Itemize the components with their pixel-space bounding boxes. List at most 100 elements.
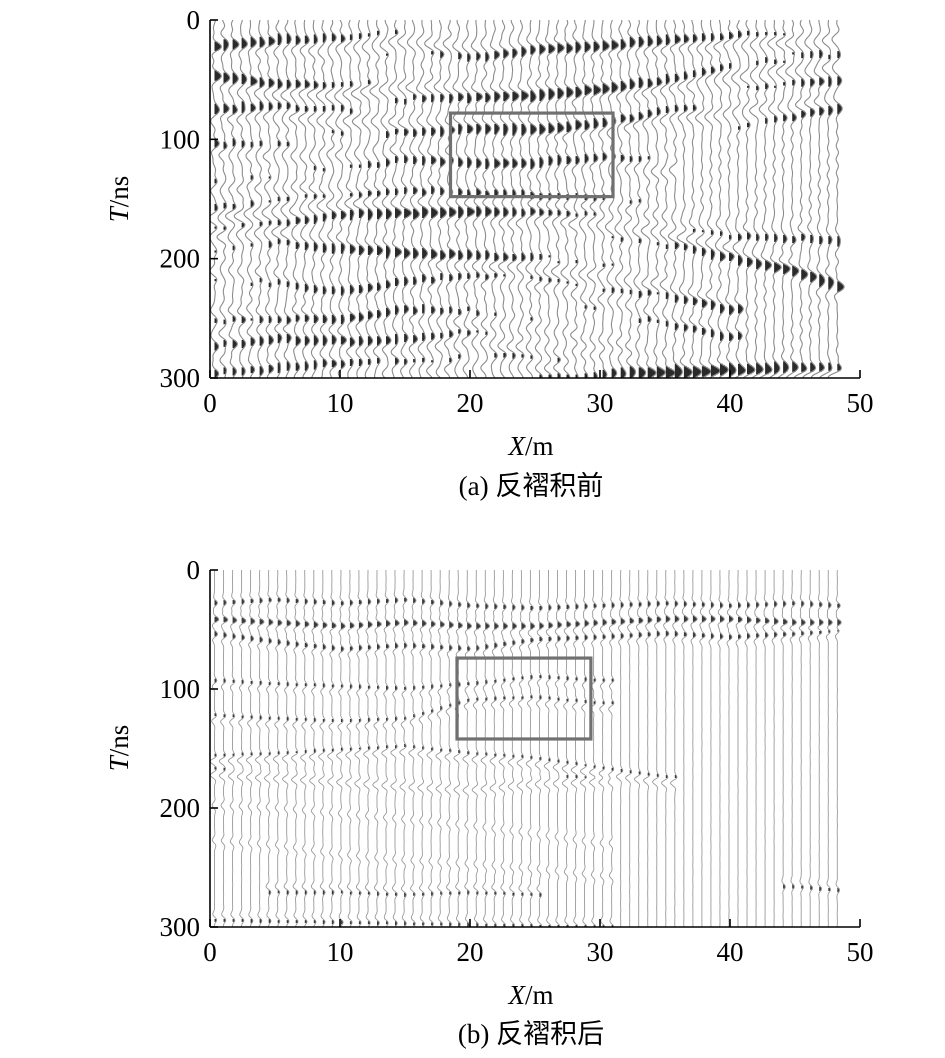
trace-fill [467, 602, 472, 927]
trace-fill [295, 598, 301, 924]
seismic-trace [640, 20, 657, 378]
trace-fill [701, 602, 707, 638]
trace-fill [566, 604, 571, 927]
trace-fill [422, 95, 429, 363]
seismic-trace [762, 570, 770, 927]
trace-fill [801, 52, 808, 372]
seismic-trace [426, 570, 436, 927]
seismic-trace [534, 20, 547, 378]
trace-fill [692, 34, 702, 378]
trace-fill [611, 602, 616, 927]
seismic-trace [471, 570, 482, 927]
seismic-trace [767, 20, 782, 378]
seismic-trace [816, 570, 824, 927]
seismic-trace [282, 570, 292, 927]
trace-fill [530, 606, 535, 927]
trace-fill [720, 602, 725, 639]
seismic-trace [327, 570, 337, 927]
seismic-trace [694, 20, 712, 378]
axes-b: 0 10 20 30 40 50 0 100 200 300 [160, 555, 874, 967]
x-tick-label: 20 [457, 388, 484, 418]
seismic-trace [819, 20, 835, 378]
seismic-trace [318, 570, 328, 927]
trace-fill [449, 601, 454, 927]
trace-fill [440, 51, 447, 339]
seismic-trace [360, 20, 374, 378]
y-tick-label: 200 [160, 793, 201, 823]
seismic-trace [642, 570, 653, 927]
trace-fill [647, 601, 653, 776]
trace-fill [214, 600, 219, 922]
seismic-trace [588, 570, 599, 927]
trace-fill [232, 600, 237, 922]
x-axis-title-a: X/m [507, 431, 553, 461]
seismic-trace [345, 570, 355, 927]
caption-b: (b) 反褶积后 [458, 1019, 604, 1049]
trace-fill [656, 601, 661, 777]
seismic-trace [271, 20, 284, 378]
trace-fill [259, 36, 265, 376]
trace-fill [557, 604, 562, 927]
seismic-trace [306, 20, 320, 378]
seismic-trace [739, 20, 756, 378]
seismic-trace [507, 570, 518, 927]
seismic-trace [506, 20, 520, 378]
seismic-trace [227, 570, 238, 927]
trace-fill [674, 34, 683, 378]
trace-fill [530, 45, 537, 359]
trace-fill [828, 54, 834, 371]
trace-fill [259, 597, 264, 924]
trace-fill [756, 602, 761, 638]
seismic-trace [784, 20, 800, 378]
trace-fill [349, 600, 355, 925]
trace-fill [548, 604, 553, 927]
seismic-trace [731, 20, 747, 378]
seismic-trace [369, 20, 384, 378]
seismic-trace [435, 570, 445, 927]
x-tick-label: 40 [717, 937, 744, 967]
y-tick-label: 200 [160, 244, 201, 274]
seismic-trace [625, 570, 635, 927]
seismic-trace [480, 20, 492, 378]
seismic-trace [497, 20, 510, 378]
seismic-trace [498, 570, 509, 927]
trace-fill [503, 604, 508, 927]
trace-fill [674, 601, 680, 778]
seismic-trace [686, 20, 702, 378]
trace-fill [340, 34, 347, 369]
trace-fill [810, 51, 817, 372]
seismic-trace [372, 570, 382, 927]
trace-fill [367, 598, 373, 925]
seismic-trace [570, 570, 581, 927]
seismic-trace [342, 20, 356, 378]
seismic-trace [802, 20, 818, 378]
seismic-trace [363, 570, 373, 927]
trace-fill [286, 597, 291, 924]
seismic-trace [586, 20, 602, 378]
seismic-trace [623, 20, 637, 378]
trace-fill [440, 600, 445, 926]
seismic-trace [758, 20, 773, 378]
trace-fill [223, 600, 228, 922]
panel-b: 0 10 20 30 40 50 0 100 200 300 T/ns X/m (b) 反褶积后 [104, 555, 874, 1049]
y-tick-label: 100 [160, 124, 201, 154]
plot-area-a [210, 20, 845, 378]
highlight-box-a [448, 111, 615, 199]
plot-area-b [210, 570, 842, 927]
trace-fill [783, 33, 791, 374]
trace-fill [837, 603, 842, 893]
seismic-trace [534, 570, 545, 927]
trace-fill [828, 602, 833, 891]
trace-fill [377, 598, 382, 926]
trace-fill [404, 597, 409, 926]
seismic-trace [735, 570, 743, 927]
seismic-trace [236, 570, 247, 927]
seismic-trace [633, 570, 644, 927]
seismic-trace [334, 20, 347, 378]
trace-fill [340, 601, 346, 925]
seismic-trace [771, 570, 779, 927]
trace-fill [647, 35, 656, 378]
trace-fill [629, 36, 636, 378]
